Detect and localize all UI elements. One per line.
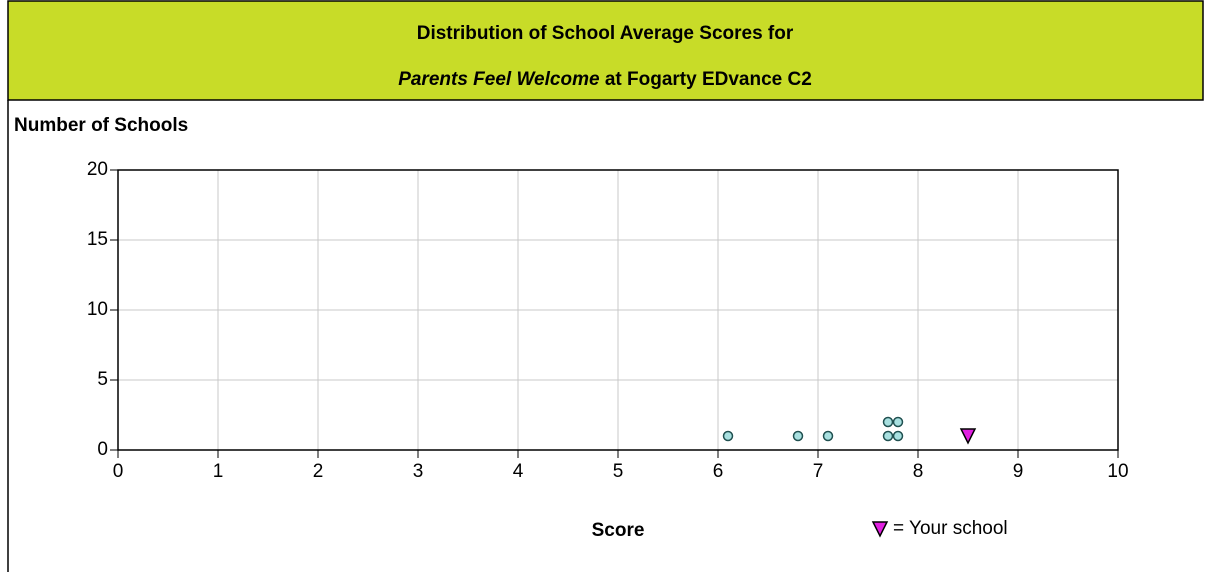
x-tick-label: 6 — [713, 461, 724, 482]
y-tick-label: 5 — [97, 369, 108, 390]
x-tick-label: 7 — [813, 461, 824, 482]
x-tick-label: 0 — [113, 461, 124, 482]
x-tick-label: 3 — [413, 461, 424, 482]
title-band — [7, 0, 1204, 101]
chart-title: Distribution of School Average Scores fo… — [417, 23, 794, 44]
legend-label: = Your school — [893, 518, 1008, 539]
x-tick-label: 10 — [1107, 461, 1128, 482]
y-axis-label: Number of Schools — [14, 115, 188, 136]
school-dot — [722, 430, 734, 442]
x-tick-label: 5 — [613, 461, 624, 482]
x-tick-label: 2 — [313, 461, 324, 482]
x-axis-label: Score — [592, 520, 645, 541]
school-dot — [882, 416, 894, 428]
plot-frame — [117, 169, 1119, 451]
chart-subtitle: Parents Feel Welcome at Fogarty EDvance … — [398, 69, 812, 90]
school-dot — [882, 430, 894, 442]
x-tick-label: 8 — [913, 461, 924, 482]
x-tick-label: 1 — [213, 461, 224, 482]
x-tick-label: 4 — [513, 461, 524, 482]
x-tick-label: 9 — [1013, 461, 1024, 482]
your-school-marker — [959, 428, 977, 445]
school-dot — [822, 430, 834, 442]
legend-marker — [871, 521, 889, 538]
school-dot — [892, 416, 904, 428]
y-tick-label: 10 — [87, 299, 108, 320]
y-tick-label: 15 — [87, 229, 108, 250]
school-dot — [792, 430, 804, 442]
school-dot — [892, 430, 904, 442]
subtitle-italic: Parents Feel Welcome — [398, 69, 600, 90]
y-tick-label: 20 — [87, 159, 108, 180]
subtitle-rest: at Fogarty EDvance C2 — [605, 69, 812, 90]
y-tick-label: 0 — [97, 439, 108, 460]
